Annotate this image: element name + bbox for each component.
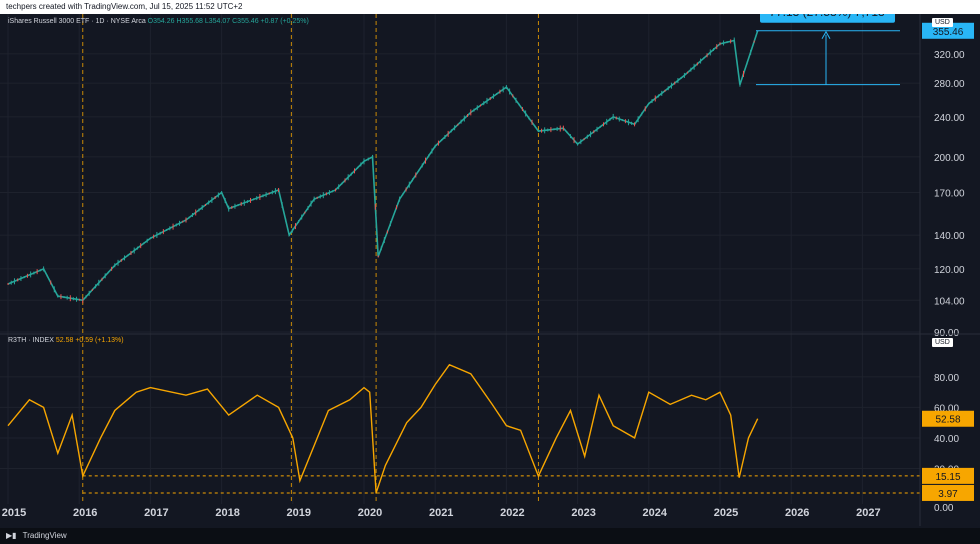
year-label: 2023 [571, 507, 595, 519]
indicator-legend: R3TH · INDEX 52.58 +0.59 (+1.13%) [8, 337, 124, 344]
measure-label-box [760, 14, 895, 23]
breadth-tick-label: 60.00 [934, 403, 959, 414]
indicator-value: 52.58 [55, 337, 74, 344]
grid-layer [0, 14, 920, 504]
year-label: 2024 [643, 507, 668, 519]
measure-arrow-head [821, 30, 831, 40]
breadth-line [7, 363, 759, 494]
ohlc-values: O354.26 H355.68 L354.07 C355.46 +0.87 (+… [147, 18, 309, 25]
axis-layer: 90.00104.00120.00140.00170.00200.00240.0… [2, 22, 974, 519]
year-label: 2025 [714, 507, 738, 519]
level-tag-text: 15.15 [935, 472, 960, 483]
breadth-series [7, 363, 920, 494]
level-tag [922, 467, 974, 484]
year-label: 2019 [287, 507, 311, 519]
year-label: 2016 [73, 507, 97, 519]
price-currency: USD [932, 18, 953, 27]
year-label: 2027 [856, 507, 880, 519]
year-label: 2018 [215, 507, 239, 519]
price-series [7, 30, 759, 304]
footer-brand: TradingView [22, 531, 67, 540]
price-tick-label: 200.00 [934, 153, 965, 164]
breadth-tick-label: 40.00 [934, 434, 959, 445]
indicator-change: +0.59 (+1.13%) [75, 337, 124, 344]
year-label: 2020 [358, 507, 382, 519]
breadth-last-text: 52.58 [935, 415, 960, 426]
year-label: 2026 [785, 507, 809, 519]
level-tag-text: 3.97 [938, 489, 958, 500]
price-line [7, 30, 759, 302]
level-tag [922, 484, 974, 501]
year-label: 2021 [429, 507, 453, 519]
price-tick-label: 140.00 [934, 231, 965, 242]
year-label: 2015 [2, 507, 26, 519]
price-tick-label: 240.00 [934, 113, 965, 124]
main-legend: iShares Russell 3000 ETF · 1D · NYSE Arc… [8, 18, 309, 25]
price-tick-label: 280.00 [934, 79, 965, 90]
event-lines [82, 14, 539, 504]
breadth-tick-label: 80.00 [934, 373, 959, 384]
year-label: 2022 [500, 507, 524, 519]
footer: ▶▮ TradingView [0, 528, 980, 544]
measure-label: 77.13 (27.58%) 7,713 [769, 14, 885, 19]
indicator-currency: USD [932, 338, 953, 347]
tradingview-logo-icon: ▶▮ [6, 531, 17, 540]
indicator-label: R3TH · INDEX [8, 337, 54, 344]
price-tick-label: 104.00 [934, 296, 965, 307]
year-label: 2017 [144, 507, 168, 519]
symbol-label: iShares Russell 3000 ETF · 1D · NYSE Arc… [8, 18, 146, 25]
price-tick-label: 120.00 [934, 265, 965, 276]
header-credit: techpers created with TradingView.com, J… [0, 0, 980, 14]
breadth-tick-label-bottom: 0.00 [934, 503, 954, 514]
price-tick-label: 170.00 [934, 189, 965, 200]
measure-tool: 77.13 (27.58%) 7,713 [756, 14, 900, 86]
chart-canvas[interactable]: 77.13 (27.58%) 7,713 90.00104.00120.0014… [0, 14, 980, 526]
last-price-text: 355.46 [933, 27, 964, 38]
price-tick-label: 320.00 [934, 50, 965, 61]
breadth-last-tag [922, 410, 974, 427]
